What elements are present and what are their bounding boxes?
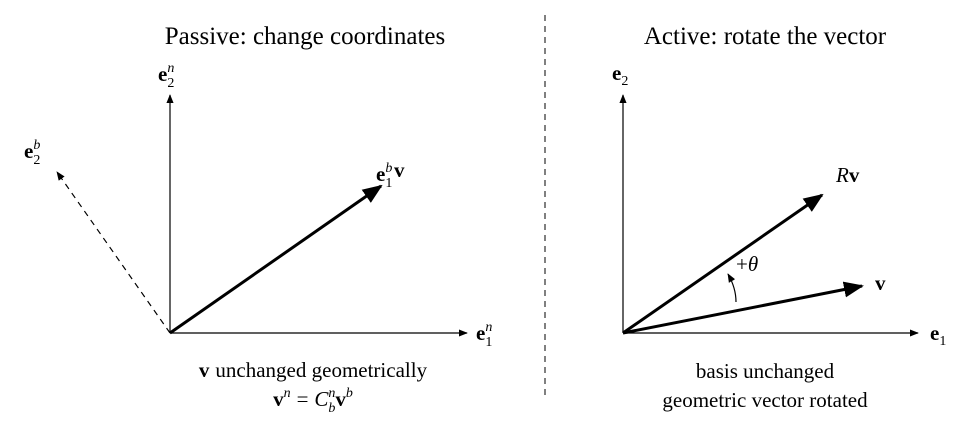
- left-caption: v unchanged geometrically: [199, 358, 428, 382]
- sub: 1: [385, 176, 392, 191]
- sup: b: [385, 161, 392, 176]
- vector-v: [622, 281, 864, 335]
- sub: 1: [485, 335, 492, 350]
- base: e: [476, 321, 485, 345]
- label-angle: +θ: [736, 252, 758, 276]
- symbol: θ: [748, 252, 758, 276]
- equation: vn = Cn bvb: [273, 386, 353, 416]
- lhs-base: v: [273, 387, 284, 411]
- label-v: v: [394, 158, 405, 182]
- rhs-sup: b: [346, 386, 353, 401]
- label-e1b: eb 1: [376, 161, 392, 191]
- symbol: v: [199, 358, 210, 382]
- rhs-base: C: [314, 387, 329, 411]
- base: e: [376, 162, 385, 186]
- label-e2: e2: [612, 61, 628, 89]
- sub: 1: [939, 334, 946, 349]
- label-e2n: en 2: [158, 61, 174, 91]
- rhs-base: v: [335, 387, 346, 411]
- caption-text: unchanged geometrically: [215, 358, 427, 382]
- label-v: v: [875, 271, 886, 295]
- axis-e2b: [56, 171, 171, 334]
- right-title: Active: rotate the vector: [644, 23, 887, 50]
- sub: 2: [33, 153, 40, 168]
- base: e: [24, 139, 33, 163]
- angle-arc: [727, 273, 737, 303]
- label-e2b: eb 2: [24, 138, 40, 168]
- op: =: [297, 387, 309, 411]
- lhs-sup: n: [284, 386, 291, 401]
- sup: b: [33, 138, 40, 153]
- sign: +: [736, 252, 748, 276]
- sub: 2: [167, 76, 174, 91]
- sup: n: [167, 61, 174, 76]
- right-caption: basis unchanged: [696, 359, 835, 383]
- right-caption: geometric vector rotated: [662, 388, 868, 412]
- sup: n: [485, 320, 492, 335]
- base: e: [158, 62, 167, 86]
- left-title: Passive: change coordinates: [165, 23, 445, 50]
- base: R: [835, 163, 849, 187]
- label-e1n: en 1: [476, 320, 492, 350]
- base: e: [612, 61, 621, 85]
- base: e: [930, 321, 939, 345]
- vector-rv: [622, 193, 824, 335]
- sub: 2: [621, 74, 628, 89]
- rhs-sub: b: [328, 401, 335, 416]
- label-e1: e1: [930, 321, 946, 349]
- rhs-sup: n: [328, 386, 335, 401]
- label-rv: Rv: [835, 163, 860, 187]
- vector-v: [169, 184, 383, 335]
- symbol: v: [849, 163, 860, 187]
